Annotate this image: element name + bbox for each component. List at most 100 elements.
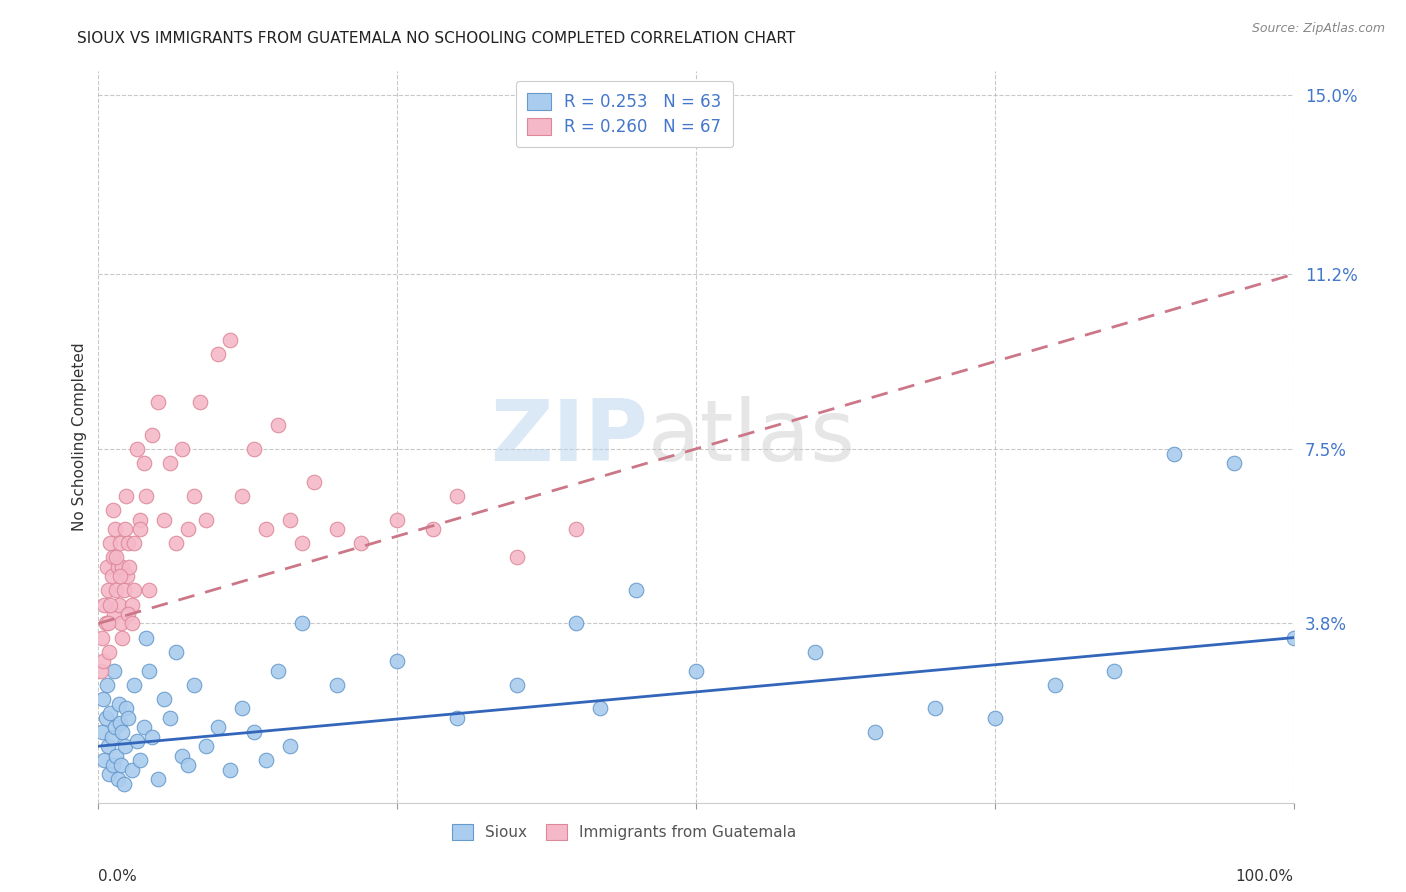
Point bbox=[104, 522, 127, 536]
Point bbox=[103, 664, 125, 678]
Point bbox=[589, 701, 612, 715]
Point bbox=[177, 758, 200, 772]
Point bbox=[98, 645, 121, 659]
Point bbox=[207, 347, 229, 361]
Point bbox=[254, 522, 277, 536]
Legend: Sioux, Immigrants from Guatemala: Sioux, Immigrants from Guatemala bbox=[444, 816, 804, 847]
Point bbox=[112, 583, 135, 598]
Point bbox=[924, 701, 946, 715]
Point bbox=[115, 701, 138, 715]
Text: SIOUX VS IMMIGRANTS FROM GUATEMALA NO SCHOOLING COMPLETED CORRELATION CHART: SIOUX VS IMMIGRANTS FROM GUATEMALA NO SC… bbox=[77, 31, 796, 46]
Point bbox=[97, 583, 120, 598]
Point bbox=[117, 536, 139, 550]
Point bbox=[243, 442, 266, 456]
Point bbox=[91, 631, 114, 645]
Point bbox=[104, 720, 127, 734]
Point bbox=[278, 513, 301, 527]
Point bbox=[117, 607, 139, 621]
Point bbox=[219, 334, 242, 348]
Point bbox=[153, 692, 176, 706]
Text: 100.0%: 100.0% bbox=[1236, 869, 1294, 884]
Point bbox=[177, 522, 200, 536]
Point bbox=[148, 772, 170, 787]
Point bbox=[111, 631, 134, 645]
Point bbox=[112, 777, 135, 791]
Point bbox=[626, 583, 648, 598]
Point bbox=[685, 664, 707, 678]
Point bbox=[446, 489, 468, 503]
Point bbox=[93, 753, 115, 767]
Point bbox=[98, 767, 121, 781]
Point bbox=[101, 503, 124, 517]
Point bbox=[108, 715, 131, 730]
Point bbox=[107, 772, 129, 787]
Point bbox=[94, 616, 117, 631]
Point bbox=[183, 489, 205, 503]
Point bbox=[98, 706, 122, 720]
Point bbox=[93, 598, 115, 612]
Point bbox=[129, 522, 152, 536]
Point bbox=[231, 489, 253, 503]
Point bbox=[105, 550, 128, 565]
Point bbox=[94, 711, 117, 725]
Point bbox=[148, 394, 170, 409]
Point bbox=[132, 720, 155, 734]
Point bbox=[165, 645, 187, 659]
Point bbox=[118, 559, 141, 574]
Point bbox=[141, 427, 163, 442]
Text: 0.0%: 0.0% bbox=[98, 869, 138, 884]
Point bbox=[141, 730, 163, 744]
Point bbox=[91, 654, 114, 668]
Point bbox=[302, 475, 325, 489]
Point bbox=[90, 664, 112, 678]
Point bbox=[1223, 456, 1246, 470]
Point bbox=[107, 697, 129, 711]
Point bbox=[195, 513, 218, 527]
Point bbox=[326, 522, 349, 536]
Point bbox=[97, 739, 120, 754]
Point bbox=[125, 734, 148, 748]
Point bbox=[114, 739, 136, 754]
Point bbox=[107, 598, 129, 612]
Point bbox=[125, 442, 148, 456]
Point bbox=[114, 522, 136, 536]
Point bbox=[243, 725, 266, 739]
Point bbox=[124, 583, 146, 598]
Point bbox=[121, 616, 143, 631]
Point bbox=[108, 569, 131, 583]
Point bbox=[129, 513, 152, 527]
Point bbox=[291, 536, 314, 550]
Point bbox=[97, 616, 120, 631]
Point bbox=[804, 645, 827, 659]
Text: atlas: atlas bbox=[648, 395, 856, 479]
Point bbox=[91, 692, 114, 706]
Point bbox=[91, 725, 114, 739]
Point bbox=[195, 739, 218, 754]
Point bbox=[121, 598, 143, 612]
Point bbox=[207, 720, 229, 734]
Point bbox=[565, 522, 588, 536]
Point bbox=[506, 678, 529, 692]
Point bbox=[565, 616, 588, 631]
Point bbox=[100, 730, 122, 744]
Point bbox=[1043, 678, 1066, 692]
Point bbox=[138, 583, 160, 598]
Point bbox=[101, 758, 124, 772]
Point bbox=[111, 725, 134, 739]
Point bbox=[135, 489, 157, 503]
Point bbox=[138, 664, 160, 678]
Point bbox=[165, 536, 187, 550]
Y-axis label: No Schooling Completed: No Schooling Completed bbox=[72, 343, 87, 532]
Text: ZIP: ZIP bbox=[491, 395, 648, 479]
Point bbox=[267, 664, 290, 678]
Point bbox=[385, 654, 409, 668]
Point bbox=[865, 725, 887, 739]
Point bbox=[124, 678, 146, 692]
Point bbox=[110, 758, 132, 772]
Point bbox=[115, 489, 138, 503]
Point bbox=[111, 559, 134, 574]
Point bbox=[172, 442, 194, 456]
Point bbox=[446, 711, 468, 725]
Point bbox=[159, 711, 181, 725]
Point bbox=[172, 748, 194, 763]
